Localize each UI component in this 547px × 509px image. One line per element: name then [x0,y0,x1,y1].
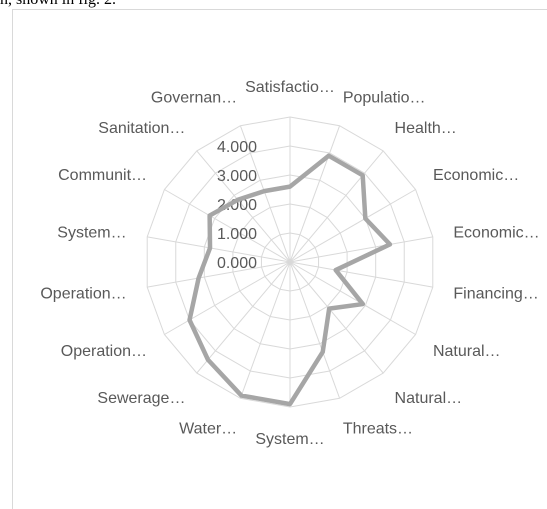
category-label: Communit… [58,167,147,184]
spoke-13 [147,261,291,288]
category-label: Sanitation… [98,120,185,137]
spoke-10 [239,261,291,399]
spoke-17 [239,125,291,263]
category-label: Populatio… [343,90,426,107]
category-label: System… [57,224,126,241]
spoke-14 [147,236,291,263]
category-label: Natural… [433,343,501,360]
spoke-12 [164,261,291,335]
spoke-7 [289,261,384,374]
spoke-5 [289,261,433,288]
category-label: Financing… [453,286,538,303]
caption-fragment: n, shown in fig. 2. [0,0,116,9]
series-line-0 [187,153,393,407]
category-label: Satisfactio… [245,79,335,96]
category-label: Governan… [151,90,237,107]
category-label: Operation… [40,286,126,303]
tick-label: 3.000 [217,168,257,185]
spoke-16 [196,150,291,263]
spoke-6 [289,261,416,335]
tick-label: 0.000 [217,255,257,272]
category-label: Threats… [343,420,413,437]
chart-frame [12,9,547,509]
spoke-2 [289,150,384,263]
category-label: Operation… [61,343,147,360]
spoke-3 [289,189,416,263]
spoke-8 [289,261,341,399]
category-label: Natural… [395,390,463,407]
category-label: Health… [395,120,457,137]
category-label: Sewerage… [97,390,185,407]
category-label: Water… [179,420,237,437]
tick-label: 1.000 [217,226,257,243]
tick-label: 4.000 [217,139,257,156]
category-label: System… [255,431,324,448]
category-label: Economic… [453,224,539,241]
spoke-1 [289,125,341,263]
spoke-15 [164,189,291,263]
spoke-4 [289,236,433,263]
spoke-11 [196,261,291,374]
tick-label: 2.000 [217,197,257,214]
category-label: Economic… [433,167,519,184]
